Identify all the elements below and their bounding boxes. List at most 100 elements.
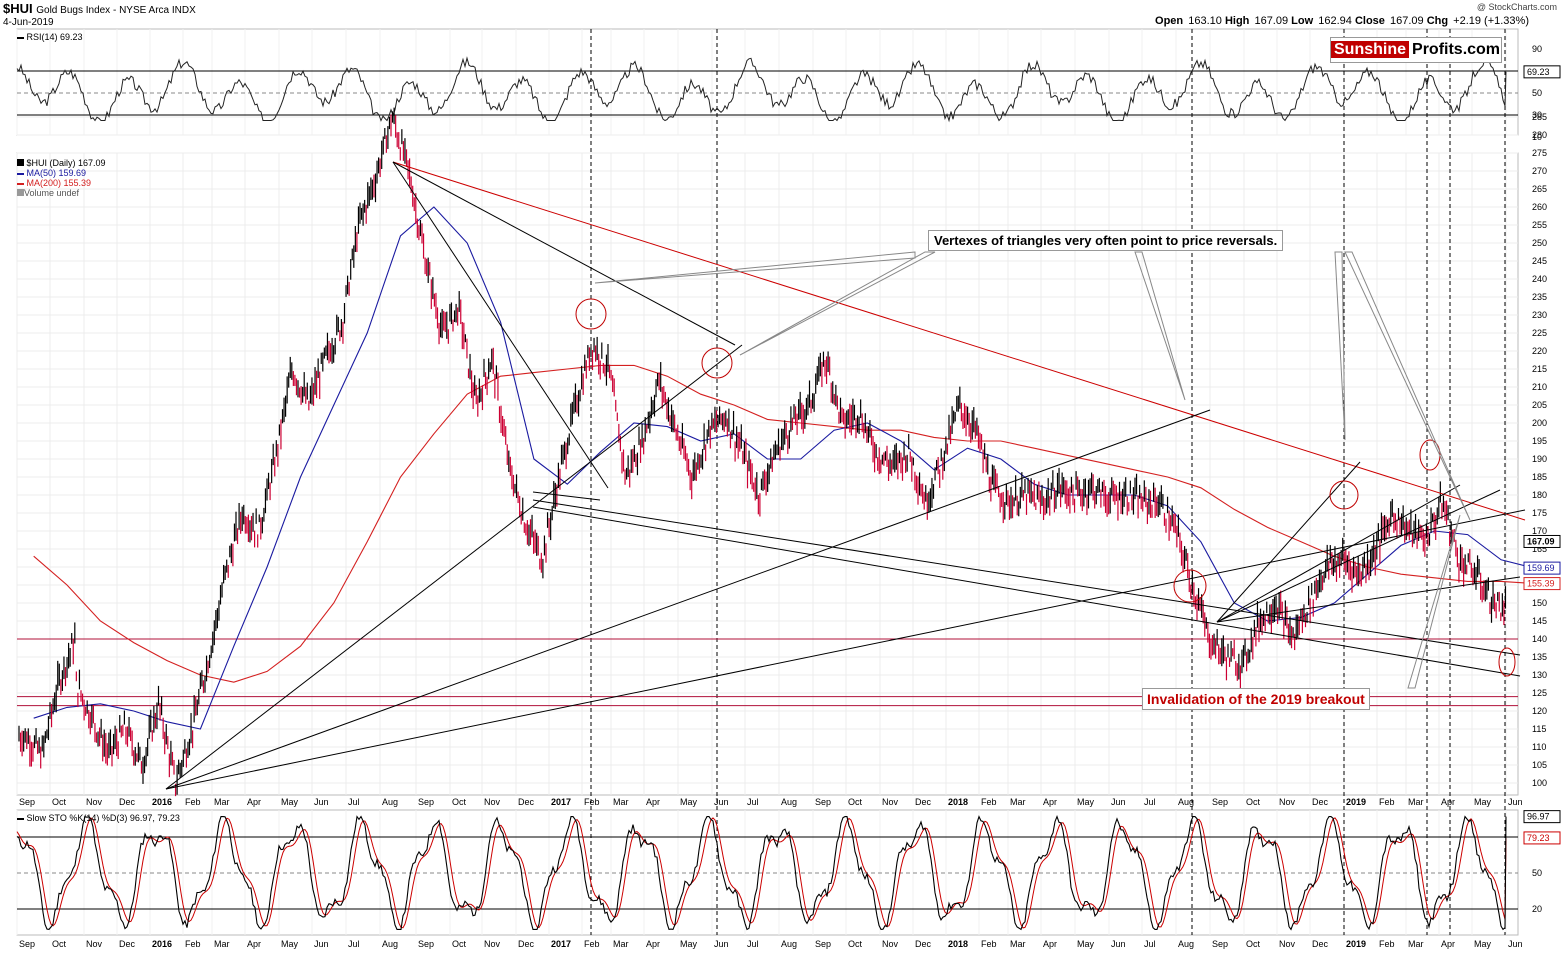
legend-ma50-label: MA(50) 159.69 [26, 168, 87, 178]
chart-header: $HUI Gold Bugs Index - NYSE Arca INDX [3, 1, 196, 16]
x-tick-label: Mar [1408, 797, 1424, 807]
dashed-vertical-markers [590, 29, 1506, 935]
reversal-circle [575, 298, 607, 330]
price-tick-label: 280 [1532, 130, 1547, 140]
ma50-swatch [17, 172, 24, 175]
ma200-line [33, 364, 1535, 683]
x-tick-label: Jun [1111, 797, 1126, 807]
legend-volume: Volume undef [17, 188, 106, 198]
x-tick-label: Jun [314, 939, 329, 949]
x-tick-label: Apr [1043, 797, 1057, 807]
x-tick-label: Aug [382, 797, 398, 807]
x-tick-label: Jul [747, 939, 759, 949]
value-tags: 69.23 167.09 159.69 155.39 96.97 79.23 [1523, 65, 1561, 845]
x-tick-label: Nov [86, 797, 103, 807]
price-tick-label: 180 [1532, 490, 1547, 500]
sto-legend: Slow STO %K(14) %D(3) 96.97, 79.23 [17, 813, 180, 823]
price-tick-label: 200 [1532, 418, 1547, 428]
price-tick-label: 265 [1532, 184, 1547, 194]
x-tick-label: Aug [781, 939, 797, 949]
trend-line [1216, 576, 1521, 623]
x-tick-label: Jun [714, 939, 729, 949]
x-tick-label: Nov [882, 939, 899, 949]
reversal-circle [701, 347, 733, 379]
x-tick-label: Mar [214, 939, 230, 949]
x-tick-label: Aug [1178, 797, 1194, 807]
trend-line [392, 161, 736, 346]
volume-swatch [17, 189, 24, 196]
x-tick-label: Apr [247, 939, 261, 949]
price-tick-label: 195 [1532, 436, 1547, 446]
rsi-panel [16, 56, 1507, 123]
trend-line [532, 506, 1521, 677]
x-tick-label: Jun [314, 797, 329, 807]
price-tick-label: 270 [1532, 166, 1547, 176]
callout-pointer [594, 251, 916, 284]
price-tick-label: 275 [1532, 148, 1547, 158]
x-tick-label: Feb [185, 939, 201, 949]
x-tick-label: May [1077, 939, 1095, 949]
close-value: 167.09 [1389, 15, 1424, 27]
price-tick-label: 165 [1532, 544, 1547, 554]
x-tick-label: Feb [1379, 939, 1395, 949]
x-tick-label: Nov [86, 939, 103, 949]
price-tick-label: 260 [1532, 202, 1547, 212]
x-tick-label: May [1077, 797, 1095, 807]
x-tick-label: Feb [981, 797, 997, 807]
x-tick-label: 2016 [152, 939, 172, 949]
x-tick-label: 2018 [948, 939, 968, 949]
x-tick-label: Apr [1441, 797, 1455, 807]
logo-part1: Sunshine [1331, 41, 1410, 58]
x-tick-label: Mar [1010, 939, 1026, 949]
x-tick-label: Sep [815, 797, 831, 807]
ma50-value-tag: 159.69 [1527, 563, 1555, 573]
price-tick-label: 245 [1532, 256, 1547, 266]
legend-ma200-label: MA(200) 155.39 [26, 178, 92, 188]
x-tick-label: May [680, 797, 698, 807]
price-tick-label: 230 [1532, 310, 1547, 320]
trend-line [1216, 461, 1361, 623]
x-tick-label: Mar [1010, 797, 1026, 807]
x-tick-label: Oct [848, 797, 863, 807]
x-tick-label: Feb [1379, 797, 1395, 807]
x-tick-label: 2019 [1346, 797, 1366, 807]
price-tick-label: 150 [1532, 598, 1547, 608]
x-tick-label: May [281, 797, 299, 807]
x-tick-label: Jul [348, 939, 360, 949]
callout-pointer [1334, 251, 1346, 441]
legend-ma200: MA(200) 155.39 [17, 178, 106, 188]
price-tick-label: 120 [1532, 706, 1547, 716]
price-tick-label: 185 [1532, 472, 1547, 482]
callout-pointers [594, 251, 1471, 689]
rsi-tick-label: 90 [1532, 44, 1542, 54]
chg-value: +2.19 (+1.33%) [1453, 15, 1529, 27]
x-tick-label: Jun [1508, 939, 1523, 949]
x-tick-label: Sep [19, 939, 35, 949]
reversal-circle [1498, 647, 1516, 677]
x-tick-label: Sep [815, 939, 831, 949]
x-tick-label: May [1474, 939, 1492, 949]
x-tick-label: Dec [119, 797, 136, 807]
sto-k-value-tag-box [1523, 810, 1561, 824]
price-tick-label: 205 [1532, 400, 1547, 410]
x-tick-label: Feb [584, 797, 600, 807]
reversal-circle [1329, 480, 1359, 510]
sto-d-value-tag-box [1523, 831, 1561, 845]
x-tick-label: Aug [781, 797, 797, 807]
red-trend-line [392, 161, 1526, 521]
x-tick-label: Oct [848, 939, 863, 949]
price-tick-label: 255 [1532, 220, 1547, 230]
sto-tick-label: 20 [1532, 904, 1542, 914]
price-tick-label: 285 [1532, 112, 1547, 122]
x-tick-label: May [680, 939, 698, 949]
x-tick-label: Aug [382, 939, 398, 949]
x-tick-label: Feb [584, 939, 600, 949]
ma200-value-tag-box [1523, 577, 1561, 591]
legend-hui-label: $HUI (Daily) 167.09 [26, 158, 106, 168]
price-tick-label: 130 [1532, 670, 1547, 680]
vertexes-callout: Vertexes of triangles very often point t… [928, 230, 1284, 251]
rsi-value-tag: 69.23 [1527, 67, 1550, 77]
credit: @ StockCharts.com [1476, 2, 1557, 12]
open-label: Open [1155, 15, 1184, 27]
